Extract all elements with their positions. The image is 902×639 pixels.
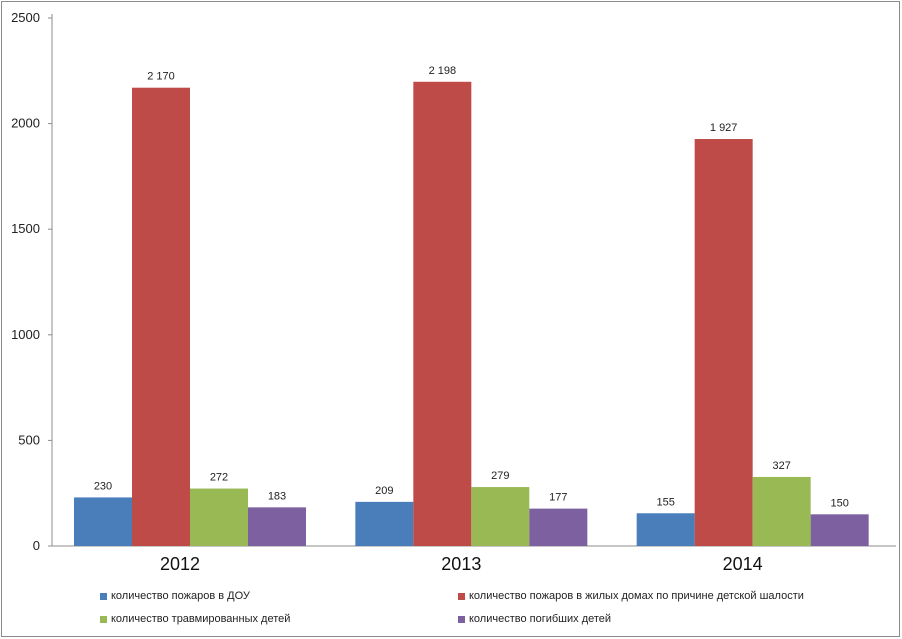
data-label: 230 [94,480,112,492]
data-label: 272 [210,472,228,484]
legend-item-fires-homes: количество пожаров в жилых домах по прич… [458,590,804,602]
bar [248,507,306,546]
y-tick-label: 2000 [11,116,40,131]
bar [132,87,190,547]
legend-item-dead-children: количество погибших детей [458,613,611,625]
bar [694,139,753,547]
bar [529,508,588,546]
bar [810,514,869,546]
data-label: 1 927 [710,122,738,134]
legend-label: количество погибших детей [469,613,612,625]
x-tick-label: 2013 [441,554,481,574]
legend-item-fires-dou: количество пожаров в ДОУ [100,590,250,602]
y-tick-label: 0 [33,538,40,553]
data-label: 2 170 [147,71,175,83]
x-tick-label: 2014 [723,554,763,574]
legend-item-injured-children: количество травмированных детей [100,613,290,625]
data-label: 2 198 [429,65,457,77]
data-label: 183 [268,490,286,502]
y-tick-label: 2500 [11,10,40,25]
data-label: 279 [491,470,509,482]
bar-chart: 0 500 1000 1500 2000 2500 230 2 170 272 183 2012 20… [11,10,896,574]
bar [413,81,472,546]
data-label: 155 [656,496,674,508]
legend-label: количество пожаров в жилых домах по прич… [469,590,804,602]
bar [471,487,530,546]
bar [355,501,414,546]
x-tick-label: 2012 [160,554,200,574]
data-label: 177 [549,492,567,504]
legend-label: количество пожаров в ДОУ [111,590,250,602]
bar [752,476,811,546]
bar [74,497,132,546]
legend-swatch [100,615,107,623]
legend-label: количество травмированных детей [111,613,291,625]
bar [636,513,695,546]
legend-swatch [458,592,465,600]
data-label: 209 [375,485,393,497]
data-label: 150 [830,497,848,509]
legend-swatch [100,592,107,600]
data-label: 327 [772,460,790,472]
y-tick-label: 500 [18,432,40,447]
y-tick-label: 1500 [11,221,40,236]
legend-swatch [458,615,465,623]
bar [190,488,248,546]
y-tick-label: 1000 [11,327,40,342]
